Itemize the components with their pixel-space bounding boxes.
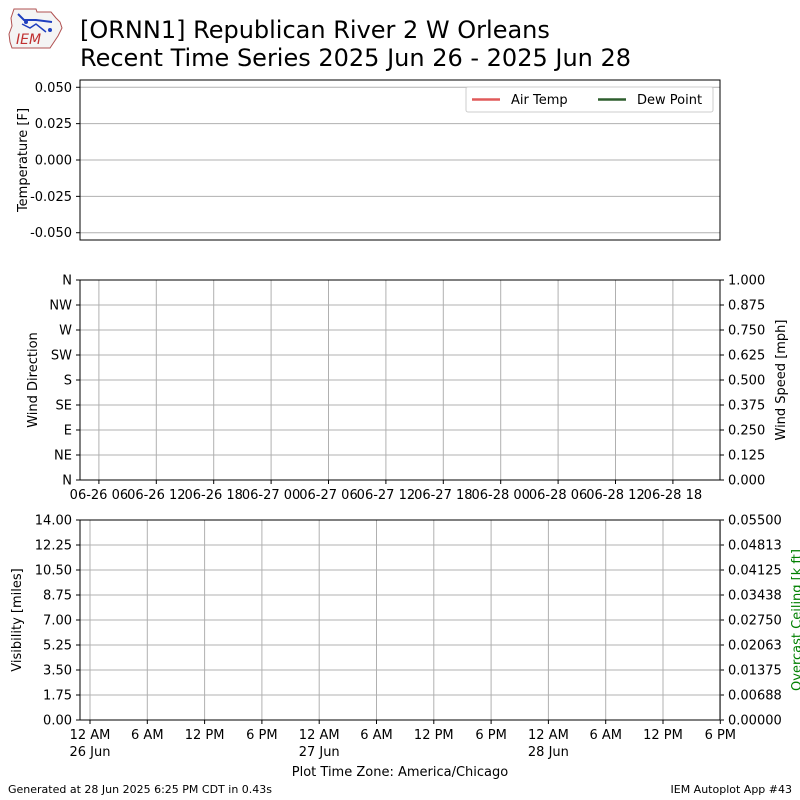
vis-xtick-time-label: 6 PM bbox=[246, 728, 277, 743]
wind-axes-frame bbox=[79, 279, 721, 481]
vis-xtick-time-label: 6 PM bbox=[475, 728, 506, 743]
wind-xtick-label: 06-28 00 bbox=[471, 488, 529, 503]
wind-speed-tick-label: 0.000 bbox=[728, 474, 765, 489]
vis-tick-label: 5.25 bbox=[43, 639, 72, 654]
wind-xtick-label: 06-26 06 bbox=[70, 488, 128, 503]
vis-tick-label: 0.00 bbox=[43, 714, 72, 729]
ceiling-tick-label: 0.00000 bbox=[728, 714, 782, 729]
temp-ytick-label: -0.050 bbox=[30, 226, 72, 241]
wind-speed-tick-label: 0.250 bbox=[728, 424, 765, 439]
wind-xtick-label: 06-27 06 bbox=[299, 488, 357, 503]
wind-xtick-label: 06-28 18 bbox=[644, 488, 702, 503]
ceiling-tick-label: 0.05500 bbox=[728, 514, 782, 529]
ceiling-ylabel: Overcast Ceiling [k ft] bbox=[790, 549, 800, 691]
wind-xtick-label: 06-26 18 bbox=[184, 488, 242, 503]
temp-ytick-label: 0.050 bbox=[35, 81, 72, 96]
vis-xtick-time-label: 12 PM bbox=[643, 728, 683, 743]
vis-xtick-time-label: 6 AM bbox=[360, 728, 393, 743]
temp-ylabel: Temperature [F] bbox=[16, 108, 31, 213]
wind-dir-tick-label: E bbox=[64, 424, 72, 439]
vis-tick-label: 14.00 bbox=[35, 514, 72, 529]
wind-xtick-label: 06-27 12 bbox=[357, 488, 415, 503]
vis-axes-frame bbox=[79, 519, 721, 721]
vis-tick-label: 10.50 bbox=[35, 564, 72, 579]
chart-title-line-1: [ORNN1] Republican River 2 W Orleans bbox=[80, 16, 550, 44]
wind-xtick-label: 06-27 00 bbox=[242, 488, 300, 503]
autoplot-app-label: IEM Autoplot App #43 bbox=[670, 783, 793, 796]
wind-dir-tick-label: N bbox=[62, 274, 72, 289]
temp-axes-frame bbox=[79, 79, 721, 241]
wind-speed-tick-label: 0.625 bbox=[728, 349, 765, 364]
ceiling-tick-label: 0.02063 bbox=[728, 639, 782, 654]
ceiling-tick-label: 0.04813 bbox=[728, 539, 782, 554]
wind-xtick-label: 06-28 12 bbox=[586, 488, 644, 503]
vis-tick-label: 7.00 bbox=[43, 614, 72, 629]
wind-dir-tick-label: SW bbox=[51, 349, 72, 364]
vis-xtick-time-label: 6 AM bbox=[589, 728, 622, 743]
ceiling-tick-label: 0.04125 bbox=[728, 564, 782, 579]
wind-dir-tick-label: N bbox=[62, 474, 72, 489]
vis-xtick-time-label: 6 AM bbox=[131, 728, 164, 743]
wind-xtick-label: 06-26 12 bbox=[127, 488, 185, 503]
wind-speed-tick-label: 0.750 bbox=[728, 324, 765, 339]
vis-xtick-time-label: 12 PM bbox=[414, 728, 454, 743]
wind-dir-tick-label: NE bbox=[54, 449, 72, 464]
vis-xlabel: Plot Time Zone: America/Chicago bbox=[292, 765, 508, 780]
ceiling-tick-label: 0.01375 bbox=[728, 664, 782, 679]
wind-speed-tick-label: 0.125 bbox=[728, 449, 765, 464]
wind-dir-ylabel: Wind Direction bbox=[26, 332, 41, 428]
legend-label-air-temp: Air Temp bbox=[511, 93, 568, 108]
vis-xtick-date-label: 28 Jun bbox=[528, 745, 569, 760]
vis-xtick-time-label: 12 AM bbox=[299, 728, 340, 743]
ceiling-tick-label: 0.03438 bbox=[728, 589, 782, 604]
vis-tick-label: 12.25 bbox=[35, 539, 72, 554]
wind-speed-tick-label: 0.375 bbox=[728, 399, 765, 414]
chart-title-line-2: Recent Time Series 2025 Jun 26 - 2025 Ju… bbox=[80, 44, 632, 72]
temp-ytick-label: 0.000 bbox=[35, 154, 72, 169]
ceiling-tick-label: 0.00688 bbox=[728, 689, 782, 704]
wind-speed-tick-label: 1.000 bbox=[728, 274, 765, 289]
temp-ytick-label: -0.025 bbox=[30, 190, 72, 205]
vis-xtick-date-label: 27 Jun bbox=[299, 745, 340, 760]
vis-ylabel: Visibility [miles] bbox=[10, 568, 25, 671]
vis-xtick-time-label: 12 AM bbox=[528, 728, 569, 743]
wind-dir-tick-label: NW bbox=[49, 299, 72, 314]
legend-label-dew-point: Dew Point bbox=[637, 93, 702, 108]
wind-xtick-label: 06-28 06 bbox=[529, 488, 587, 503]
temp-ytick-label: 0.025 bbox=[35, 117, 72, 132]
wind-speed-ylabel: Wind Speed [mph] bbox=[774, 320, 789, 441]
temp-legend-box bbox=[465, 86, 714, 113]
wind-speed-tick-label: 0.500 bbox=[728, 374, 765, 389]
ceiling-tick-label: 0.02750 bbox=[728, 614, 782, 629]
wind-xtick-label: 06-27 18 bbox=[414, 488, 472, 503]
vis-tick-label: 1.75 bbox=[43, 689, 72, 704]
vis-xtick-time-label: 12 PM bbox=[185, 728, 225, 743]
vis-tick-label: 3.50 bbox=[43, 664, 72, 679]
svg-text:IEM: IEM bbox=[16, 32, 41, 48]
generated-timestamp: Generated at 28 Jun 2025 6:25 PM CDT in … bbox=[8, 783, 273, 796]
vis-tick-label: 8.75 bbox=[43, 589, 72, 604]
vis-xtick-time-label: 12 AM bbox=[70, 728, 111, 743]
vis-xtick-time-label: 6 PM bbox=[705, 728, 736, 743]
wind-dir-tick-label: W bbox=[59, 324, 72, 339]
wind-dir-tick-label: S bbox=[64, 374, 72, 389]
wind-dir-tick-label: SE bbox=[56, 399, 72, 414]
vis-xtick-date-label: 26 Jun bbox=[70, 745, 111, 760]
wind-speed-tick-label: 0.875 bbox=[728, 299, 765, 314]
iem-logo: IEM bbox=[8, 8, 63, 49]
